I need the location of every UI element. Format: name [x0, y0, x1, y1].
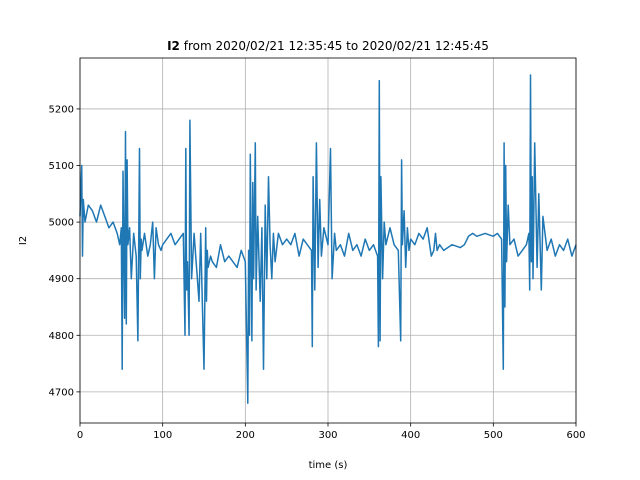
y-tick-label: 4900 [49, 274, 74, 285]
series-line-i2 [79, 74, 577, 404]
chart-title: I2 from 2020/02/21 12:35:45 to 2020/02/2… [167, 39, 489, 53]
x-tick-label: 200 [236, 430, 255, 441]
x-tick-label: 600 [566, 430, 585, 441]
x-tick-label: 500 [484, 430, 503, 441]
y-tick-label: 5100 [49, 161, 74, 172]
y-axis-label: I2 [18, 236, 29, 245]
x-tick-label: 400 [401, 430, 420, 441]
chart-title-rest: from 2020/02/21 12:35:45 to 2020/02/21 1… [180, 39, 489, 53]
x-axis: 0 100 200 300 400 500 600 [77, 423, 586, 441]
y-tick-label: 4800 [49, 331, 74, 342]
x-tick-label: 0 [77, 430, 83, 441]
y-tick-label: 5000 [49, 218, 74, 229]
x-tick-label: 300 [318, 430, 337, 441]
y-tick-label: 4700 [49, 387, 74, 398]
x-tick-label: 100 [153, 430, 172, 441]
chart-title-bold: I2 [167, 39, 180, 53]
y-tick-label: 5200 [49, 104, 74, 115]
y-axis: 4700 4800 4900 5000 5100 5200 [49, 104, 80, 398]
x-axis-label: time (s) [309, 460, 348, 471]
